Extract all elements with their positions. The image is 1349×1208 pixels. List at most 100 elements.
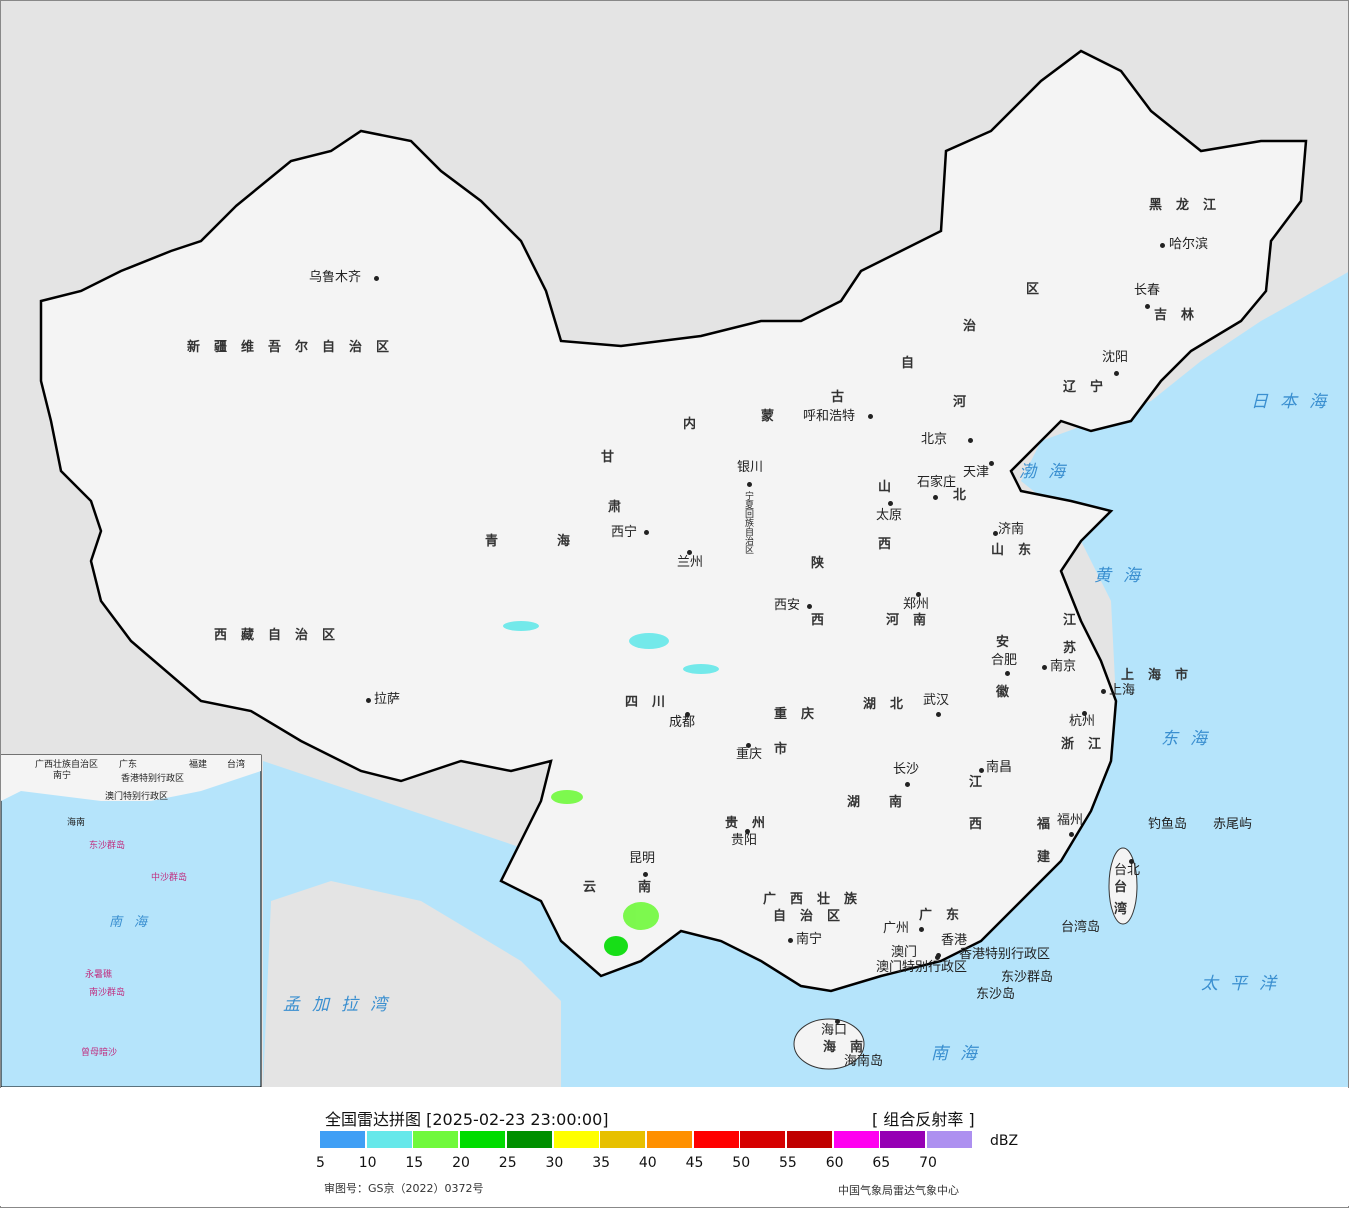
city-label: 太原 xyxy=(876,508,903,523)
scale-tick: 45 xyxy=(685,1155,704,1171)
region-label: 新疆维吾尔自治区 xyxy=(187,340,404,355)
city-marker xyxy=(868,414,873,419)
city-marker xyxy=(935,955,940,960)
region-label: 广西壮族 xyxy=(763,892,872,907)
scale-tick: 35 xyxy=(592,1155,611,1171)
region-label: 西 xyxy=(878,537,906,552)
region-label: 蒙 xyxy=(761,409,789,424)
region-label: 自 xyxy=(901,356,929,371)
source-label: 中国气象局雷达气象中心 xyxy=(838,1184,959,1197)
sea-label: 东海 xyxy=(1161,729,1219,749)
color-swatch xyxy=(320,1131,365,1148)
region-label: 黑龙江 xyxy=(1149,198,1231,213)
city-marker xyxy=(807,604,812,609)
radar-map[interactable]: 乌鲁木齐 拉萨 西宁 兰州 银川 呼和浩特 北京 天津 石家庄 太原 济南 郑州 西安 合肥 南京 上海 杭州武… xyxy=(1,1,1348,1087)
echo xyxy=(623,902,659,930)
region-label: 宁夏回族自治区 xyxy=(743,491,753,554)
region-label: 内 xyxy=(683,417,711,432)
city-label: 南京 xyxy=(1050,659,1077,674)
color-swatch xyxy=(740,1131,786,1148)
city-label: 海口 xyxy=(821,1023,848,1038)
region-label: 西藏自治区 xyxy=(214,628,350,643)
color-swatch xyxy=(413,1131,459,1148)
region-label: 西 xyxy=(811,613,839,628)
city-marker xyxy=(888,501,893,506)
color-swatch xyxy=(880,1131,926,1148)
legend-title: 全国雷达拼图 [2025-02-23 23:00:00] xyxy=(325,1110,609,1129)
city-label: 长春 xyxy=(1134,283,1161,298)
inset-label: 中沙群岛 xyxy=(151,873,188,883)
city-marker xyxy=(746,743,751,748)
place-label: 东沙群岛 xyxy=(1001,970,1054,985)
city-label: 哈尔滨 xyxy=(1169,237,1209,252)
city-label: 广州 xyxy=(883,921,910,936)
color-swatch xyxy=(927,1131,973,1148)
color-swatch xyxy=(553,1131,599,1148)
place-label: 东沙岛 xyxy=(976,987,1016,1002)
region-label: 云 xyxy=(583,880,611,895)
echo xyxy=(604,936,628,956)
city-marker xyxy=(1082,711,1087,716)
region-label: 湾 xyxy=(1114,902,1142,917)
inset-label: 香港特别行政区 xyxy=(121,774,185,784)
city-label: 长沙 xyxy=(893,762,920,777)
city-label: 西宁 xyxy=(611,525,638,540)
city-marker xyxy=(644,530,649,535)
place-label: 赤尾屿 xyxy=(1213,817,1253,832)
approval-number: 审图号：GS京（2022）0372号 xyxy=(324,1182,484,1195)
scale-tick: 30 xyxy=(545,1155,564,1171)
map-canvas xyxy=(1,49,1348,1087)
region-label: 苏 xyxy=(1063,641,1091,656)
city-marker xyxy=(374,276,379,281)
region-label: 海 xyxy=(557,534,585,549)
city-marker xyxy=(919,927,924,932)
region-label: 山东 xyxy=(991,543,1046,558)
region-label: 浙江 xyxy=(1061,737,1116,752)
region-label: 贵州 xyxy=(725,816,780,831)
scale-tick: 50 xyxy=(732,1155,751,1171)
region-label: 四川 xyxy=(625,695,680,710)
scale-tick: 40 xyxy=(638,1155,657,1171)
city-marker xyxy=(1101,689,1106,694)
scale-tick: 25 xyxy=(498,1155,517,1171)
city-marker xyxy=(936,712,941,717)
inset-land xyxy=(1,755,261,801)
region-label: 广东 xyxy=(919,908,974,923)
region-label: 西 xyxy=(969,817,997,832)
china-land xyxy=(39,49,1308,993)
city-marker xyxy=(968,438,973,443)
region-label: 河南 xyxy=(886,613,941,628)
inset-label: 南海 xyxy=(109,915,160,930)
scale-tick: 20 xyxy=(452,1155,470,1171)
city-label: 台北 xyxy=(1114,863,1141,878)
city-label: 昆明 xyxy=(629,851,656,866)
city-label: 合肥 xyxy=(991,653,1018,668)
inset-label: 南沙群岛 xyxy=(89,988,126,998)
taiwan-island xyxy=(1108,847,1138,925)
city-marker xyxy=(933,495,938,500)
region-label: 吉林 xyxy=(1154,308,1209,323)
color-swatch xyxy=(366,1131,412,1148)
sea-label: 孟加拉湾 xyxy=(283,995,399,1015)
city-marker xyxy=(1005,671,1010,676)
inset-label: 曾母暗沙 xyxy=(81,1048,118,1058)
place-label: 澳门特别行政区 xyxy=(876,960,968,975)
region-label: 南 xyxy=(638,880,666,895)
color-swatch xyxy=(460,1131,506,1148)
region-label: 重庆 xyxy=(774,707,829,722)
color-swatch xyxy=(833,1131,879,1148)
region-label: 辽宁 xyxy=(1063,380,1118,395)
region-label: 福 xyxy=(1037,817,1065,832)
scale-tick: 65 xyxy=(872,1155,891,1171)
city-marker xyxy=(1160,243,1165,248)
inset-label: 海南 xyxy=(67,818,86,828)
city-marker xyxy=(979,768,984,773)
city-label: 济南 xyxy=(998,522,1025,537)
region-label: 北 xyxy=(953,488,981,503)
city-marker xyxy=(1042,665,1047,670)
region-label: 甘 xyxy=(601,450,629,465)
scale-tick: 15 xyxy=(405,1155,424,1171)
city-label: 天津 xyxy=(963,465,990,480)
city-label: 沈阳 xyxy=(1102,350,1129,365)
echo xyxy=(551,790,583,804)
